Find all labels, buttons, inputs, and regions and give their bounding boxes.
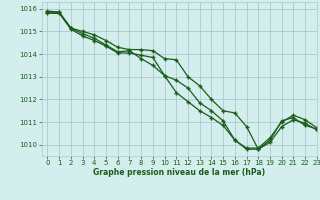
X-axis label: Graphe pression niveau de la mer (hPa): Graphe pression niveau de la mer (hPa) [93,168,265,177]
